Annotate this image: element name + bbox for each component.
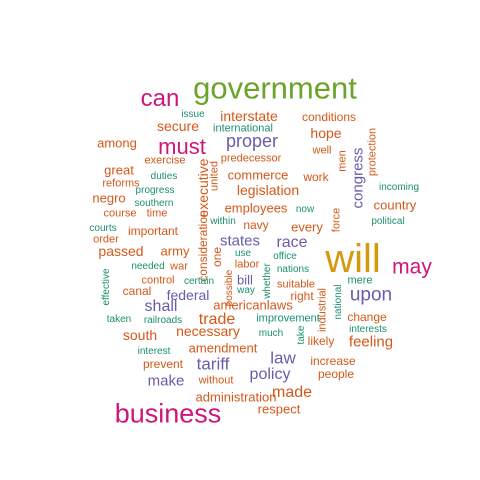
word-states: states — [219, 232, 261, 250]
word-well: well — [312, 144, 332, 157]
word-united: united — [208, 161, 221, 191]
word-proper: proper — [225, 131, 279, 151]
word-executive: executive — [195, 158, 211, 218]
word-progress: progress — [135, 185, 175, 196]
word-upon: upon — [349, 284, 393, 306]
word-law: law — [270, 348, 296, 368]
word-south: south — [122, 327, 158, 343]
word-likely: likely — [307, 334, 335, 348]
word-commerce: commerce — [227, 167, 289, 183]
word-increase: increase — [310, 354, 356, 368]
word-hope: hope — [310, 125, 342, 141]
word-necessary: necessary — [176, 323, 240, 339]
word-way: way — [237, 285, 255, 296]
word-administration: administration — [195, 389, 277, 405]
word-taken: taken — [106, 314, 132, 325]
word-important: important — [127, 224, 179, 238]
word-political: political — [371, 216, 405, 227]
word-industrial: industrial — [316, 287, 329, 333]
word-americanlaws: americanlaws — [213, 297, 293, 313]
word-work: work — [303, 170, 329, 184]
word-shall: shall — [144, 298, 178, 315]
word-interests: interests — [349, 324, 387, 335]
word-country: country — [373, 197, 417, 213]
word-legislation: legislation — [236, 182, 300, 198]
word-time: time — [146, 207, 168, 220]
word-southern: southern — [134, 198, 174, 209]
word-navy: navy — [243, 218, 269, 232]
word-among: among — [97, 135, 137, 151]
word-must: must — [158, 134, 206, 159]
word-men: men — [336, 150, 349, 172]
word-army: army — [160, 243, 190, 259]
word-race: race — [276, 234, 308, 251]
word-use: use — [234, 248, 252, 259]
word-conditions: conditions — [301, 110, 357, 124]
word-courts: courts — [89, 223, 117, 234]
word-bill: bill — [237, 272, 253, 288]
word-much: much — [258, 328, 284, 339]
word-one: one — [210, 246, 224, 268]
word-certain: certain — [183, 276, 215, 287]
word-can: can — [140, 85, 180, 112]
word-course: course — [103, 207, 137, 220]
word-now: now — [295, 204, 315, 215]
word-feeling: feeling — [348, 333, 394, 351]
word-take: take — [296, 325, 307, 345]
word-make: make — [147, 372, 185, 390]
word-interest: interest — [137, 346, 171, 357]
word-mere: mere — [347, 274, 373, 287]
word-canal: canal — [122, 284, 152, 298]
word-within: within — [210, 216, 236, 227]
word-nations: nations — [276, 264, 310, 275]
word-exercise: exercise — [144, 154, 186, 167]
word-control: control — [141, 274, 175, 287]
word-railroads: railroads — [143, 315, 183, 326]
word-whether: whether — [262, 263, 273, 299]
word-negro: negro — [92, 190, 126, 206]
word-needed: needed — [131, 261, 165, 272]
word-predecessor: predecessor — [220, 152, 282, 165]
word-reforms: reforms — [102, 177, 140, 190]
word-national: national — [333, 284, 344, 320]
word-every: every — [291, 219, 323, 235]
word-tariff: tariff — [196, 354, 230, 374]
word-business: business — [114, 398, 222, 429]
word-labor: labor — [234, 258, 260, 271]
word-will: will — [325, 237, 381, 281]
word-respect: respect — [257, 401, 301, 417]
word-federal: federal — [166, 287, 210, 303]
word-incoming: incoming — [378, 182, 420, 193]
word-effective: effective — [101, 268, 112, 306]
word-prevent: prevent — [142, 357, 184, 371]
word-without: without — [198, 374, 234, 387]
word-war: war — [170, 260, 188, 273]
word-amendment: amendment — [188, 340, 258, 356]
word-suitable: suitable — [277, 278, 315, 291]
word-duties: duties — [150, 171, 178, 182]
word-government: government — [193, 70, 357, 106]
word-international: international — [213, 122, 273, 135]
word-order: order — [93, 233, 119, 246]
word-people: people — [317, 367, 355, 381]
word-secure: secure — [156, 118, 200, 134]
word-force: force — [330, 207, 343, 233]
word-trade: trade — [198, 311, 236, 328]
word-issue: issue — [181, 109, 205, 120]
word-passed: passed — [98, 243, 144, 259]
word-change: change — [347, 310, 387, 324]
word-may: may — [392, 255, 432, 279]
word-improvement: improvement — [256, 312, 320, 325]
word-interstate: interstate — [220, 108, 278, 124]
word-protection: protection — [366, 127, 379, 177]
word-great: great — [104, 162, 134, 178]
word-consideration: consideration — [196, 210, 210, 282]
word-office: office — [273, 251, 297, 262]
word-congress: congress — [349, 147, 367, 209]
word-made: made — [271, 384, 313, 401]
word-policy: policy — [249, 366, 291, 383]
word-employees: employees — [224, 200, 288, 216]
word-right: right — [290, 289, 314, 303]
